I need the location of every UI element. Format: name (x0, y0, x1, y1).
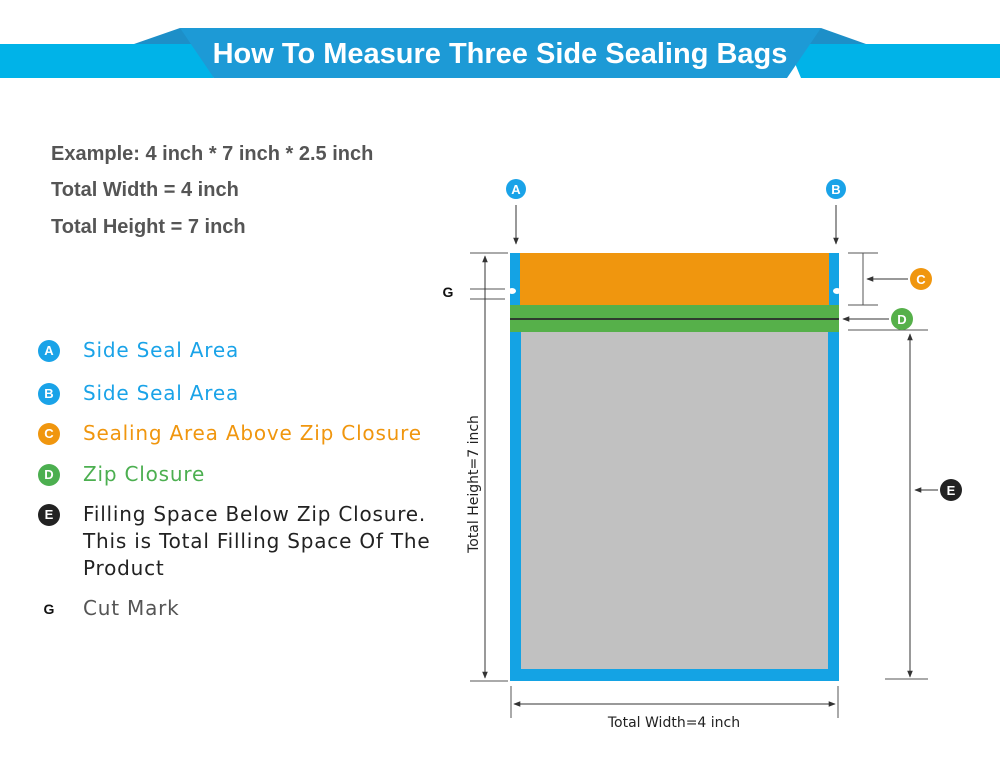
legend-badge-g: G (43, 601, 55, 617)
legend-item-d: D Zip Closure (38, 462, 206, 488)
legend-item-g: G Cut Mark (38, 596, 180, 622)
legend-badge-c: C (38, 423, 60, 445)
legend-label-b: Side Seal Area (83, 381, 240, 405)
legend-label-c: Sealing Area Above Zip Closure (83, 421, 422, 445)
height-label: Total Height=7 inch (466, 415, 482, 554)
legend-label-e: Filling Space Below Zip Closure. This is… (83, 501, 430, 582)
cut-mark-right (833, 288, 841, 294)
example-total-height: Total Height = 7 inch (51, 216, 246, 238)
width-label: Total Width=4 inch (607, 715, 740, 731)
legend-label-d: Zip Closure (83, 462, 206, 486)
cut-mark-left (508, 288, 516, 294)
legend-badge-d: D (38, 464, 60, 486)
marker-d-text: D (897, 312, 906, 327)
marker-b-badge (826, 179, 846, 199)
page-title: How To Measure Three Side Sealing Bags (212, 38, 788, 70)
legend-badge-a: A (38, 340, 60, 362)
marker-b-text: B (831, 182, 840, 197)
banner-ribbon (180, 28, 821, 78)
legend-item-e: E Filling Space Below Zip Closure. This … (38, 501, 430, 582)
marker-a-text: A (511, 182, 521, 197)
marker-e-text: E (947, 483, 956, 498)
marker-c-text: C (916, 272, 926, 287)
marker-e-badge (940, 479, 962, 501)
legend-item-c: C Sealing Area Above Zip Closure (38, 421, 422, 447)
header-banner (0, 28, 1000, 78)
legend-label-a: Side Seal Area (83, 338, 240, 362)
legend-item-b: B Side Seal Area (38, 381, 240, 407)
legend-label-e-line2: This is Total Filling Space Of The (83, 529, 431, 553)
legend-label-e-line1: Filling Space Below Zip Closure. (83, 502, 427, 526)
example-total-width: Total Width = 4 inch (51, 179, 239, 201)
legend-label-g: Cut Mark (83, 596, 180, 620)
marker-g-text: G (443, 284, 454, 300)
example-dimensions: Example: 4 inch * 7 inch * 2.5 inch (51, 143, 374, 165)
banner-right-strip (787, 44, 1000, 78)
bag-top-seal-area (520, 253, 829, 305)
bag-filling-space (521, 332, 828, 669)
legend-badge-e: E (38, 504, 60, 526)
legend-badge-b: B (38, 383, 60, 405)
marker-c-badge (910, 268, 932, 290)
banner-left-strip (0, 44, 214, 78)
marker-d-badge (891, 308, 913, 330)
legend-label-e-line3: Product (83, 556, 165, 580)
marker-a-badge (506, 179, 526, 199)
legend-item-a: A Side Seal Area (38, 338, 240, 364)
